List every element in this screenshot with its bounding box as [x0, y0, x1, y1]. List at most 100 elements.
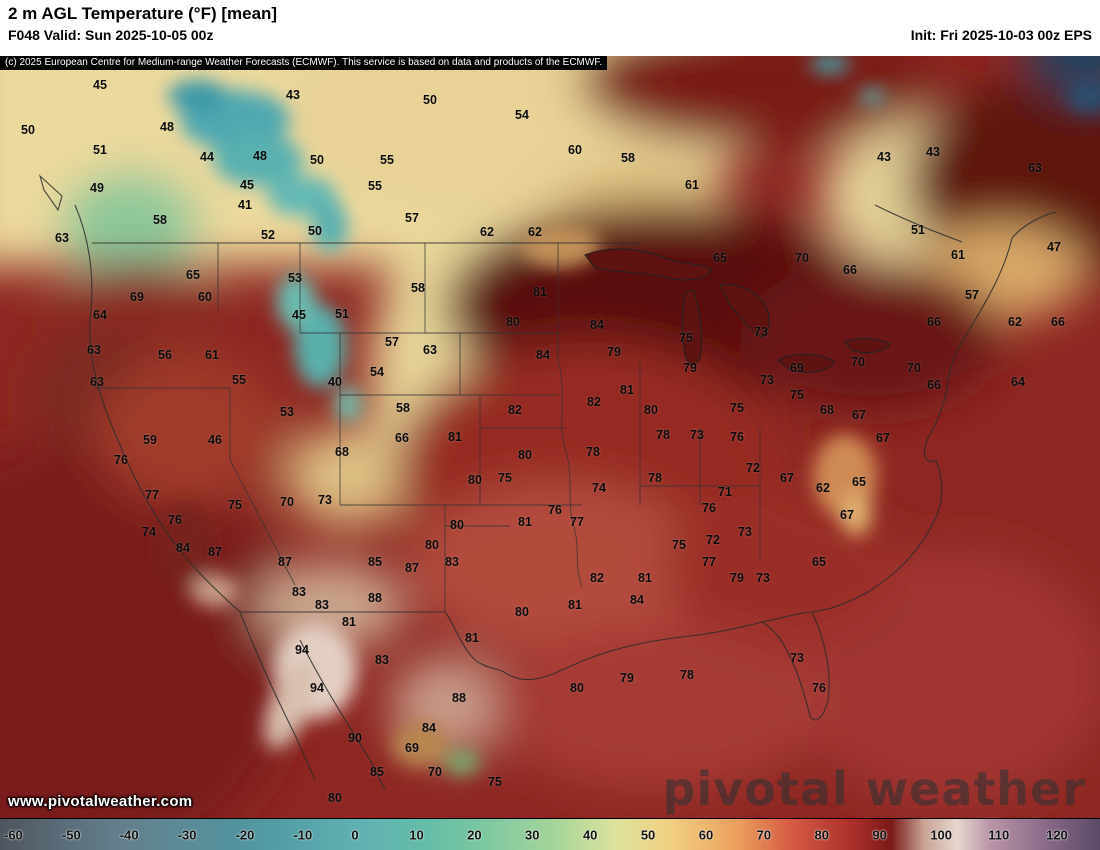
temp-label: 81	[448, 430, 462, 444]
page-title: 2 m AGL Temperature (°F) [mean]	[8, 4, 278, 23]
temp-label: 75	[679, 331, 693, 345]
watermark-url: www.pivotalweather.com	[8, 793, 193, 810]
temp-label: 76	[702, 501, 716, 515]
temp-label: 77	[570, 515, 584, 529]
temp-label: 67	[876, 431, 890, 445]
temp-label: 45	[93, 78, 107, 92]
temp-label: 58	[153, 213, 167, 227]
temp-label: 76	[548, 503, 562, 517]
temp-label: 45	[240, 178, 254, 192]
colorbar-tick: 90	[872, 827, 887, 843]
temp-label: 76	[812, 681, 826, 695]
temp-label: 81	[465, 631, 479, 645]
temp-label: 60	[568, 143, 582, 157]
colorbar-tick: 10	[409, 827, 424, 843]
init-time-label: Init: Fri 2025-10-03 00z EPS	[910, 27, 1092, 43]
temp-label: 47	[1047, 240, 1061, 254]
temp-label: 76	[168, 513, 182, 527]
valid-time-label: F048 Valid: Sun 2025-10-05 00z	[8, 27, 214, 43]
temp-label: 87	[405, 561, 419, 575]
temp-label: 64	[1011, 375, 1025, 389]
temp-label: 43	[286, 88, 300, 102]
temp-label: 85	[370, 765, 384, 779]
colorbar-tick: -20	[235, 827, 255, 843]
temp-label: 58	[621, 151, 635, 165]
temp-label: 80	[515, 605, 529, 619]
temp-label: 59	[143, 433, 157, 447]
temp-label: 50	[310, 153, 324, 167]
temp-label: 62	[480, 225, 494, 239]
temp-label: 80	[570, 681, 584, 695]
temp-label: 49	[90, 181, 104, 195]
temp-label: 68	[335, 445, 349, 459]
temp-label: 66	[927, 378, 941, 392]
colorbar-tick: 80	[814, 827, 829, 843]
temp-label: 53	[288, 271, 302, 285]
temp-label: 84	[590, 318, 604, 332]
temp-label: 83	[445, 555, 459, 569]
temp-label: 72	[746, 461, 760, 475]
temp-label: 81	[533, 285, 547, 299]
temp-label: 69	[790, 361, 804, 375]
temp-label: 68	[820, 403, 834, 417]
temp-label: 57	[385, 335, 399, 349]
temp-label: 70	[428, 765, 442, 779]
temp-label: 66	[843, 263, 857, 277]
temp-label: 78	[586, 445, 600, 459]
map-canvas[interactable]: (c) 2025 European Centre for Medium-rang…	[0, 56, 1100, 818]
watermark-brand: pivotal weather	[662, 762, 1086, 816]
temp-label: 51	[93, 143, 107, 157]
temp-label: 75	[672, 538, 686, 552]
colorbar-tick: 70	[756, 827, 772, 843]
temp-label: 53	[280, 405, 294, 419]
temp-label: 76	[114, 453, 128, 467]
temp-label: 70	[280, 495, 294, 509]
temp-label: 84	[630, 593, 644, 607]
temp-label: 50	[423, 93, 437, 107]
temp-label: 80	[468, 473, 482, 487]
temp-label: 79	[683, 361, 697, 375]
temp-label: 65	[812, 555, 826, 569]
temperature-colorbar: -60 -50 -40 -30 -20 -10 0 10 20 30 40 50 60 70 80 90 100…	[0, 818, 1100, 850]
temp-label: 77	[702, 555, 716, 569]
colorbar-tick: 100	[930, 827, 953, 843]
temp-label: 82	[590, 571, 604, 585]
temp-label: 73	[754, 325, 768, 339]
temp-label: 88	[368, 591, 382, 605]
colorbar-tick: 60	[698, 827, 714, 843]
temp-label: 52	[261, 228, 275, 242]
temp-label: 55	[368, 179, 382, 193]
colorbar-tick: 110	[988, 827, 1010, 843]
colorbar-tick: 40	[582, 827, 598, 843]
temp-label: 83	[315, 598, 329, 612]
temp-label: 69	[405, 741, 419, 755]
temp-label: 54	[370, 365, 384, 379]
colorbar-tick: -30	[177, 827, 197, 843]
temp-label: 75	[730, 401, 744, 415]
temp-label: 67	[840, 508, 854, 522]
temp-label: 79	[730, 571, 744, 585]
temp-label: 80	[425, 538, 439, 552]
map-header: 2 m AGL Temperature (°F) [mean] F048 Val…	[0, 0, 1100, 56]
temp-label: 63	[90, 375, 104, 389]
temp-label: 73	[318, 493, 332, 507]
temp-label: 62	[1008, 315, 1022, 329]
state-borders	[95, 243, 761, 612]
temp-label: 75	[228, 498, 242, 512]
temp-label: 43	[877, 150, 891, 164]
temp-label: 70	[851, 355, 865, 369]
temp-label: 62	[816, 481, 830, 495]
colorbar-tick: 20	[467, 827, 482, 843]
temp-label: 40	[328, 375, 342, 389]
temp-label: 48	[253, 149, 267, 163]
colorbar-tick: 50	[640, 827, 656, 843]
temp-label: 74	[142, 525, 156, 539]
temp-label: 50	[21, 123, 35, 137]
colorbar-tick: -50	[61, 827, 81, 843]
temp-label: 67	[852, 408, 866, 422]
temp-label: 66	[927, 315, 941, 329]
temp-label: 73	[760, 373, 774, 387]
temp-label: 58	[396, 401, 410, 415]
temp-label: 73	[690, 428, 704, 442]
